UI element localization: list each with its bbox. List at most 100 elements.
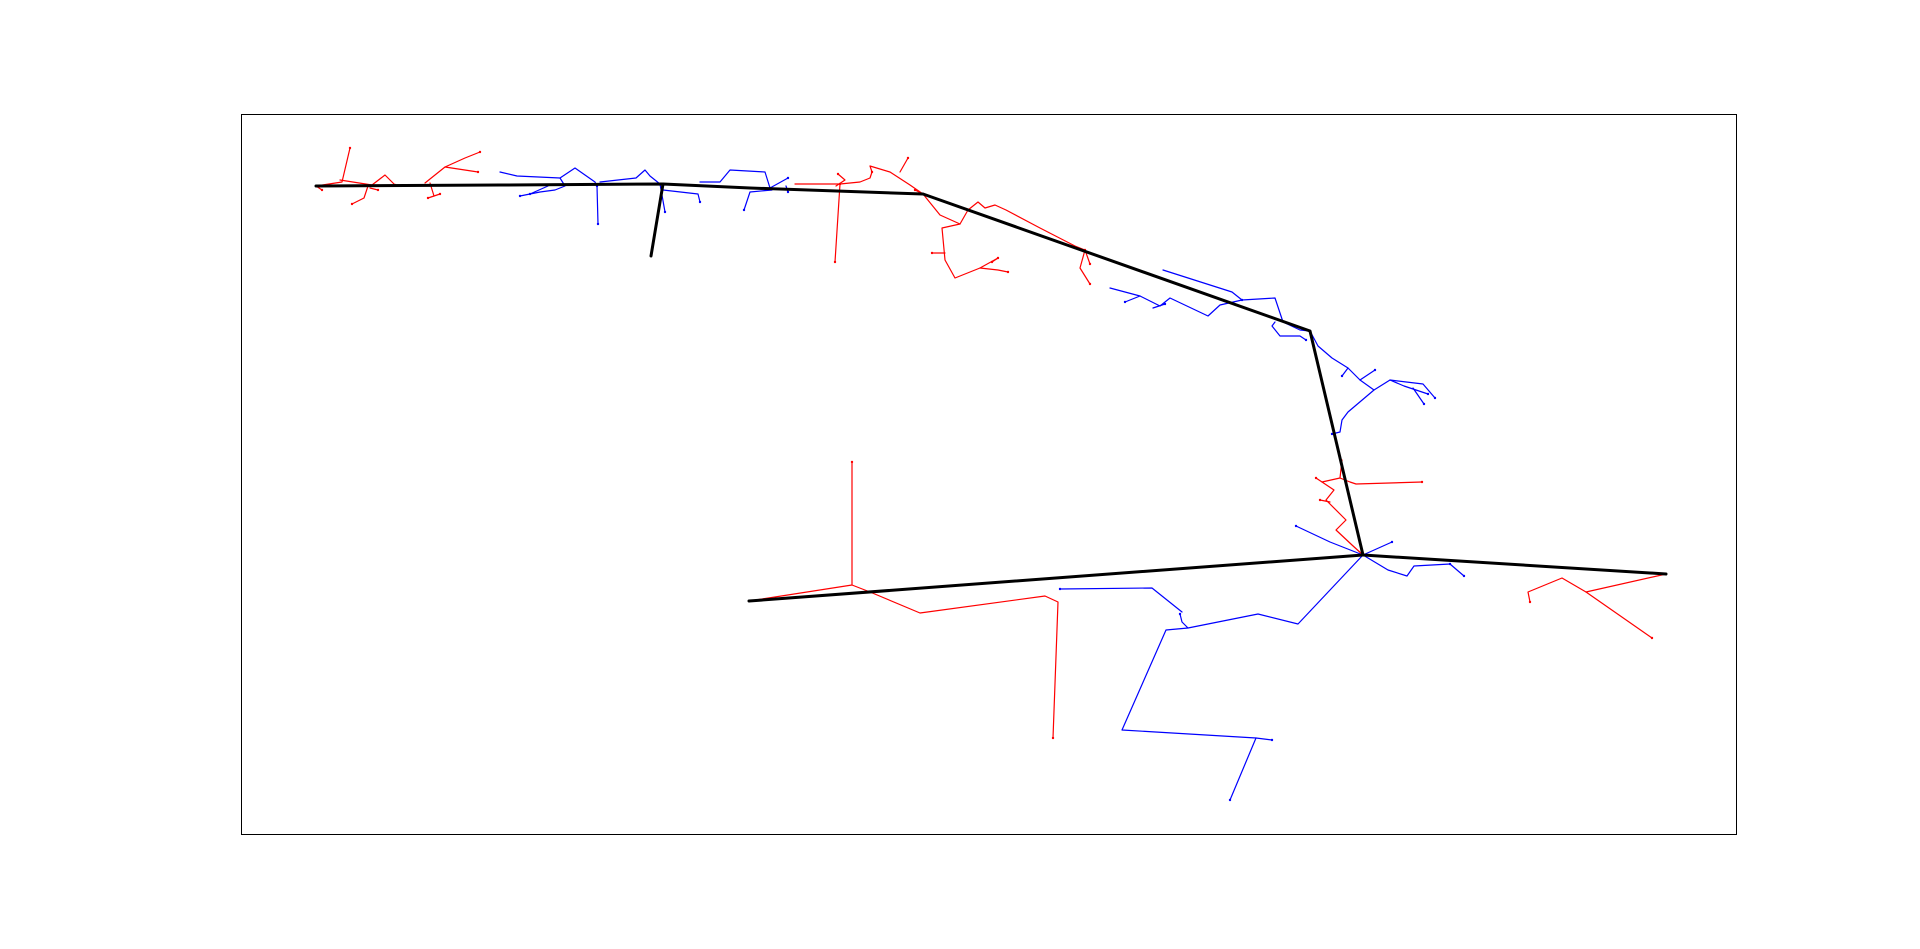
trunk-line-2 [747, 553, 1365, 603]
red-branch-16 [922, 193, 1086, 251]
blue-branch-0 [499, 167, 598, 187]
red-branch-end-8 [438, 192, 442, 196]
blue-branch-end-28 [1270, 738, 1274, 742]
blue-branch-end-9 [742, 208, 746, 212]
red-branch-end-27 [850, 460, 854, 464]
red-branch-19 [979, 267, 1009, 273]
red-branch-end-22 [1088, 262, 1092, 266]
red-branch-27 [748, 461, 853, 602]
blue-branch-end-2 [528, 192, 532, 196]
red-branch-end-26 [1314, 476, 1318, 480]
red-branch-3 [351, 185, 369, 205]
blue-branch-2 [529, 185, 549, 195]
red-branch-25 [1319, 499, 1331, 503]
blue-branch-19 [1389, 379, 1436, 399]
red-branch-6 [444, 166, 479, 173]
blue-branch-end-26 [1178, 612, 1182, 616]
red-branch-28 [851, 584, 1059, 739]
blue-branch-end-16 [1426, 392, 1430, 396]
red-branch-26 [1315, 477, 1323, 483]
red-branch-end-18 [930, 251, 934, 255]
blue-branch-1 [519, 177, 566, 197]
blue-branch-end-25 [1462, 574, 1466, 578]
red-branch-end-20 [990, 260, 994, 264]
blue-branch-end-14 [1163, 302, 1167, 306]
blue-branch-end-21 [1330, 432, 1334, 436]
blue-branch-16 [1309, 330, 1429, 395]
red-branch-30 [1527, 577, 1587, 603]
blue-branch-3 [596, 185, 599, 225]
red-branch-end-25 [1318, 498, 1322, 502]
blue-branch-11 [1162, 269, 1311, 332]
blue-branch-end-29 [1058, 587, 1062, 591]
red-branch-end-15 [913, 188, 917, 192]
blue-branch-end-12 [1240, 298, 1244, 302]
blue-branch-end-17 [1340, 374, 1344, 378]
blue-branch-9 [743, 189, 773, 211]
red-branch-14 [899, 157, 909, 173]
red-branch-10 [834, 183, 841, 263]
red-branch-13 [869, 165, 924, 195]
trunk-line-0 [314, 182, 1668, 576]
blue-branches [499, 167, 1466, 802]
red-branch-end-7 [426, 196, 430, 200]
blue-branch-27 [1121, 627, 1257, 801]
red-branch-end-10 [833, 260, 837, 264]
blue-branch-23 [1362, 541, 1393, 556]
red-branch-end-11 [836, 172, 840, 176]
blue-branch-15 [1271, 321, 1307, 341]
red-branch-end-14 [906, 156, 910, 160]
blue-branch-end-15 [1304, 338, 1308, 342]
red-branch-2 [339, 174, 396, 186]
blue-branch-end-20 [1422, 402, 1426, 406]
blue-branch-28 [1255, 737, 1273, 741]
blue-branch-end-27 [1228, 798, 1232, 802]
blue-branch-7 [699, 169, 771, 189]
blue-branch-end-13 [1123, 300, 1127, 304]
blue-branch-26 [1179, 554, 1364, 629]
red-branch-20 [991, 257, 999, 263]
red-branch-end-1 [320, 188, 324, 192]
blue-branch-14 [1152, 303, 1166, 309]
red-branch-5 [424, 151, 481, 184]
red-branch-end-5 [478, 150, 482, 154]
blue-branch-end-19 [1433, 396, 1437, 400]
trunk-lines [314, 182, 1668, 603]
blue-branch-18 [1359, 369, 1376, 381]
blue-branch-end-3 [596, 222, 600, 226]
blue-branch-end-23 [1390, 540, 1394, 544]
red-branch-12 [839, 171, 873, 185]
red-branch-29 [1585, 573, 1667, 639]
red-branch-end-30 [1528, 600, 1532, 604]
blue-branch-22 [1295, 525, 1364, 556]
blue-branch-17 [1341, 367, 1349, 377]
blue-branch-12 [1109, 287, 1243, 317]
red-branch-end-3 [350, 202, 354, 206]
red-branch-end-4 [376, 188, 380, 192]
red-branch-end-0 [348, 146, 352, 150]
blue-branch-end-1 [518, 194, 522, 198]
red-branch-21 [1079, 249, 1091, 285]
blue-branch-end-10 [786, 190, 790, 194]
blue-branch-end-6 [698, 200, 702, 204]
blue-branch-6 [662, 189, 701, 203]
blue-branch-8 [769, 177, 789, 189]
plot-frame [241, 114, 1737, 835]
red-branch-end-19 [1006, 270, 1010, 274]
red-branch-end-23 [1420, 480, 1424, 484]
blue-branch-20 [1412, 387, 1425, 405]
blue-branch-13 [1124, 295, 1141, 303]
blue-branch-end-5 [663, 210, 667, 214]
red-branch-end-21 [1088, 282, 1092, 286]
red-branch-23 [1339, 459, 1423, 485]
blue-branch-end-18 [1373, 368, 1377, 372]
blue-branch-24 [1362, 554, 1451, 577]
blue-branch-4 [599, 169, 661, 185]
blue-branch-29 [1059, 587, 1183, 613]
red-branch-17 [941, 223, 999, 279]
red-branch-24 [1321, 477, 1364, 556]
blue-branch-25 [1449, 563, 1465, 577]
blue-branch-21 [1331, 389, 1375, 435]
